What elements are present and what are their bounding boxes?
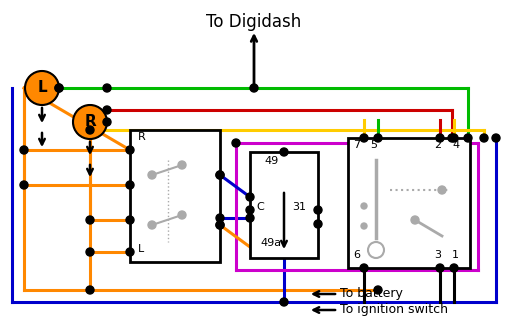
- Text: R: R: [84, 115, 96, 130]
- Circle shape: [436, 134, 444, 142]
- Circle shape: [216, 171, 224, 179]
- Circle shape: [492, 134, 500, 142]
- Text: R: R: [138, 132, 146, 142]
- Circle shape: [314, 206, 322, 214]
- Circle shape: [450, 264, 458, 272]
- Circle shape: [360, 134, 368, 142]
- Text: 2: 2: [434, 140, 441, 150]
- Circle shape: [360, 264, 368, 272]
- Circle shape: [20, 181, 28, 189]
- Circle shape: [55, 84, 63, 92]
- Circle shape: [361, 223, 367, 229]
- Circle shape: [216, 214, 224, 222]
- Circle shape: [55, 84, 63, 92]
- Circle shape: [411, 216, 419, 224]
- Circle shape: [25, 71, 59, 105]
- Text: To battery: To battery: [340, 287, 403, 300]
- Circle shape: [216, 221, 224, 229]
- Text: 1: 1: [452, 250, 459, 260]
- Circle shape: [280, 298, 288, 306]
- Circle shape: [450, 134, 458, 142]
- Circle shape: [126, 216, 134, 224]
- Text: 31: 31: [292, 202, 306, 212]
- Text: 3: 3: [434, 250, 441, 260]
- Circle shape: [103, 106, 111, 114]
- Circle shape: [148, 171, 156, 179]
- Text: L: L: [138, 244, 144, 254]
- Bar: [348, 138, 470, 268]
- Circle shape: [86, 126, 94, 134]
- Text: C: C: [256, 202, 264, 212]
- Circle shape: [232, 139, 240, 147]
- Text: 5: 5: [370, 140, 377, 150]
- Circle shape: [216, 221, 224, 229]
- Circle shape: [314, 220, 322, 228]
- Circle shape: [86, 248, 94, 256]
- Circle shape: [438, 186, 446, 194]
- Text: To Digidash: To Digidash: [206, 13, 302, 31]
- Circle shape: [246, 193, 254, 201]
- Circle shape: [178, 211, 186, 219]
- Circle shape: [361, 203, 367, 209]
- Text: 7: 7: [353, 140, 360, 150]
- Circle shape: [126, 248, 134, 256]
- Circle shape: [374, 286, 382, 294]
- Circle shape: [86, 216, 94, 224]
- Bar: [250, 152, 318, 258]
- Circle shape: [20, 146, 28, 154]
- Bar: [130, 130, 220, 262]
- Circle shape: [103, 118, 111, 126]
- Circle shape: [178, 161, 186, 169]
- Text: 6: 6: [353, 250, 360, 260]
- Circle shape: [73, 105, 107, 139]
- Circle shape: [103, 84, 111, 92]
- Text: To ignition switch: To ignition switch: [340, 304, 448, 317]
- Circle shape: [480, 134, 488, 142]
- Circle shape: [464, 134, 472, 142]
- Circle shape: [246, 206, 254, 214]
- Text: L: L: [37, 80, 47, 95]
- Circle shape: [126, 146, 134, 154]
- Circle shape: [148, 221, 156, 229]
- Text: 49a: 49a: [260, 238, 281, 248]
- Text: 49: 49: [264, 156, 278, 166]
- Circle shape: [280, 148, 288, 156]
- Circle shape: [86, 286, 94, 294]
- Circle shape: [250, 84, 258, 92]
- Circle shape: [126, 181, 134, 189]
- Circle shape: [374, 134, 382, 142]
- Text: 4: 4: [452, 140, 459, 150]
- Circle shape: [448, 134, 456, 142]
- Circle shape: [436, 264, 444, 272]
- Circle shape: [216, 171, 224, 179]
- Circle shape: [246, 214, 254, 222]
